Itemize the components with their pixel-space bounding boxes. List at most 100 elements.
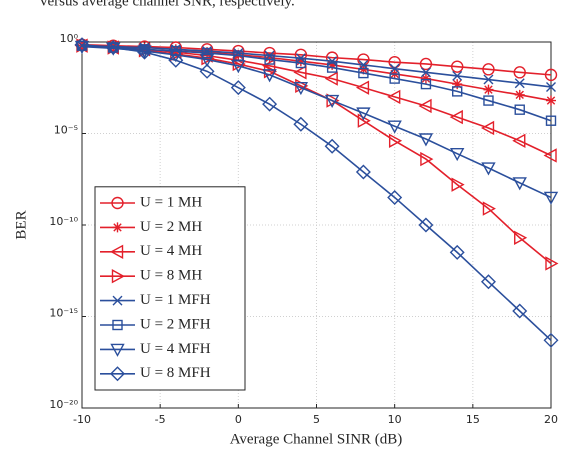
marker (293, 116, 309, 132)
y-tick-label: 10⁻²⁰ (49, 398, 78, 411)
y-tick-label: 10⁻¹⁰ (49, 215, 78, 228)
marker (418, 98, 432, 114)
legend-label: U = 1 MFH (140, 292, 211, 308)
marker (451, 177, 465, 192)
marker (449, 109, 463, 125)
x-tick-label: 15 (466, 413, 480, 426)
marker (451, 60, 464, 73)
x-tick-label: -5 (155, 413, 166, 426)
marker (481, 120, 495, 136)
marker (418, 133, 434, 147)
marker (545, 256, 559, 271)
series-line (81, 43, 552, 341)
marker (543, 191, 559, 205)
marker (513, 66, 526, 79)
marker (512, 177, 527, 191)
marker (168, 52, 184, 68)
marker (512, 303, 528, 319)
y-tick-label: 10⁰ (60, 32, 79, 45)
marker (387, 120, 402, 134)
marker (483, 74, 494, 85)
marker (355, 80, 370, 95)
marker (545, 115, 557, 126)
marker (324, 71, 338, 86)
marker (452, 70, 463, 81)
legend-label: U = 8 MFH (140, 365, 211, 381)
marker (483, 95, 494, 106)
marker (295, 56, 306, 67)
marker (137, 44, 153, 60)
marker (419, 57, 433, 71)
series-line (81, 44, 552, 122)
marker (199, 53, 215, 68)
legend: U = 1 MH U = 2 MH U = 4 MH U = 8 MH U = 1 MF… (94, 186, 246, 391)
x-tick-label: 5 (313, 413, 320, 426)
marker (199, 63, 215, 79)
marker (449, 244, 465, 260)
marker (546, 95, 556, 106)
marker (482, 201, 496, 216)
marker (106, 42, 121, 56)
marker (112, 222, 123, 233)
plot-frame (81, 41, 552, 409)
marker (358, 64, 369, 75)
legend-label: U = 2 MH (140, 219, 202, 235)
marker (110, 343, 125, 357)
marker (387, 89, 401, 105)
marker (112, 319, 123, 331)
marker (264, 52, 275, 63)
marker (514, 104, 525, 115)
marker (327, 56, 338, 67)
x-axis-label: Average Channel SINR (dB) (230, 431, 403, 447)
series-line (81, 44, 552, 88)
marker (326, 62, 338, 73)
legend-label: U = 2 MFH (140, 316, 211, 332)
x-tick-label: 20 (544, 413, 558, 426)
marker (420, 78, 432, 90)
marker (450, 147, 465, 162)
y-tick-label: 10⁻⁵ (54, 124, 78, 137)
marker (483, 84, 494, 95)
series-line (81, 45, 552, 199)
marker (420, 73, 431, 84)
marker (418, 217, 434, 233)
marker (231, 60, 246, 74)
marker (324, 94, 340, 109)
marker (112, 295, 123, 306)
series-line (81, 43, 552, 76)
marker (452, 79, 463, 90)
marker (74, 37, 90, 53)
marker (420, 151, 434, 167)
marker (233, 49, 244, 60)
marker (543, 148, 557, 163)
marker (110, 244, 124, 259)
marker (111, 269, 125, 284)
marker (324, 138, 340, 154)
caption: versus average channel SNR, respectively… (40, 0, 295, 9)
marker (546, 81, 556, 92)
marker (388, 133, 403, 148)
marker (543, 332, 559, 348)
marker (168, 49, 183, 63)
y-axis-label: BER (13, 210, 29, 239)
marker (544, 68, 558, 82)
legend-box (94, 186, 246, 391)
legend-label: U = 1 MH (140, 194, 202, 210)
marker (358, 67, 369, 79)
legend-label: U = 4 MH (140, 243, 202, 259)
marker (482, 63, 495, 76)
x-tick-label: 0 (235, 413, 242, 426)
marker (230, 80, 246, 96)
marker (110, 366, 125, 382)
marker (264, 54, 275, 65)
marker (356, 107, 371, 121)
marker (514, 78, 525, 89)
marker (387, 189, 403, 205)
marker (389, 73, 400, 84)
marker (514, 230, 528, 245)
marker (420, 67, 431, 78)
marker (355, 164, 371, 180)
marker (105, 40, 121, 55)
marker (514, 89, 525, 100)
